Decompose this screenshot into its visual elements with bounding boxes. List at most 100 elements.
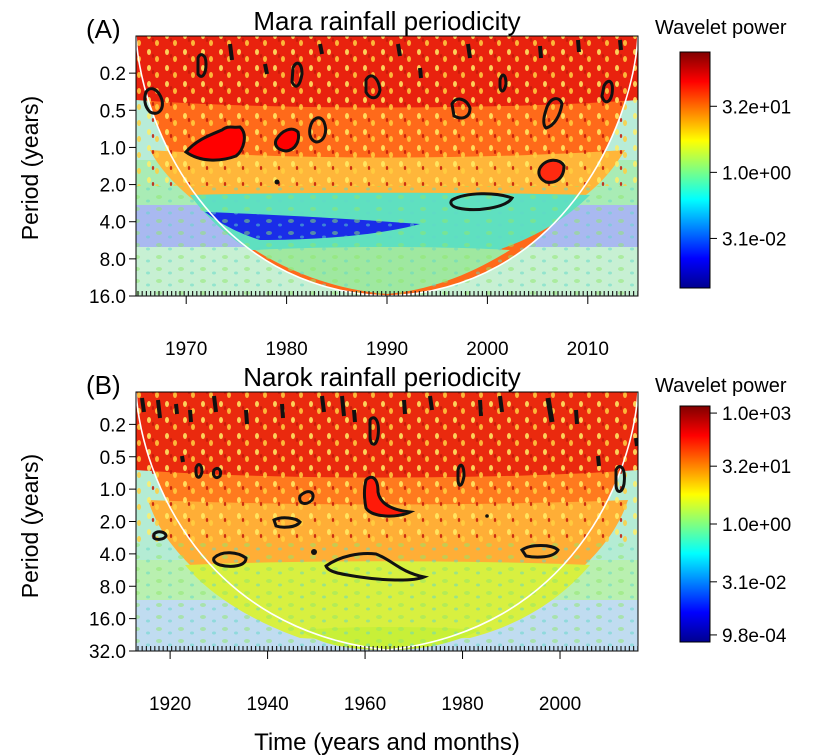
y-tick-label: 4.0: [100, 545, 126, 566]
panel-a-contour-dot: [274, 179, 280, 185]
panel-a-colorbar: [679, 51, 711, 289]
panel-a-ylabel: Period (years): [17, 96, 43, 240]
panel-a-speckle-low: [136, 186, 638, 296]
panel-a-contour: [364, 74, 382, 100]
x-tick-label: 1970: [165, 339, 207, 360]
x-tick-label: 1960: [344, 694, 386, 715]
panel-b-colorbar-title: Wavelet power: [655, 375, 787, 397]
panel-b-contour: [188, 409, 193, 423]
panel-b-ylabel: Period (years): [17, 454, 43, 598]
panel-b-contour: [545, 397, 555, 423]
panel-a-contour: [396, 43, 402, 57]
panel-a-cone-of-influence: [136, 36, 638, 296]
panel-a-contour: [466, 43, 472, 59]
y-tick-label: 32.0: [89, 642, 126, 663]
panel-b-contour: [174, 403, 179, 415]
panel-b-colorbar: [679, 405, 711, 643]
panel-b-contour: [140, 397, 146, 413]
panel-b-contour: [519, 544, 560, 559]
panel-a-contour: [143, 87, 164, 115]
y-tick-label: 2.0: [100, 513, 126, 534]
y-tick-label: 1.0: [100, 138, 126, 159]
panel-a-y-axis: 0.2 0.5 1.0 2.0 4.0 8.0 16.0: [89, 64, 136, 308]
y-tick-label: 0.5: [100, 448, 126, 469]
panel-a-contour: [263, 63, 269, 75]
panel-a-label: (A): [86, 14, 121, 44]
y-tick-label: 0.2: [100, 415, 126, 436]
panel-a-contour: [274, 127, 300, 153]
y-tick-label: 8.0: [100, 577, 126, 598]
panel-a-contour: [418, 67, 423, 79]
panel-b-x-axis: 1920 1940 1960 1980 2000: [149, 651, 581, 715]
y-tick-label: 2.0: [100, 176, 126, 197]
colorbar-tick-label: 1.0e+00: [722, 163, 791, 184]
panel-b: (B) Narok rainfall periodicity: [17, 362, 791, 715]
colorbar-tick-label: 9.8e-04: [722, 626, 787, 647]
panel-b-contour-dot: [311, 549, 317, 555]
panel-a-plot-area: [136, 36, 638, 296]
panel-a-contour: [450, 97, 472, 120]
panel-b-contour: [498, 395, 504, 413]
panel-a-contour: [542, 97, 564, 130]
panel-b-label: (B): [86, 370, 121, 400]
panel-b-contour: [478, 399, 483, 417]
panel-b-contour-dot: [485, 514, 489, 518]
panel-b-contour: [574, 409, 579, 425]
panel-b-colorbar-ticks: 1.0e+03 3.2e+01 1.0e+00 3.1e-02 9.8e-04: [710, 404, 791, 647]
panel-b-contours: [140, 395, 638, 582]
y-tick-label: 4.0: [100, 213, 126, 234]
x-tick-label: 1980: [441, 694, 483, 715]
panel-b-contour: [402, 399, 407, 415]
panel-b-contour: [212, 466, 222, 480]
panel-b-contour: [298, 490, 315, 505]
panel-b-contour: [156, 399, 162, 419]
colorbar-tick-label: 3.2e+01: [722, 457, 791, 478]
panel-b-plot-area: [136, 392, 638, 651]
x-tick-label: 2000: [466, 339, 508, 360]
panel-b-contour: [340, 395, 346, 417]
panel-b-contour: [280, 403, 285, 419]
panel-a-contour: [196, 53, 208, 78]
panel-b-contour: [212, 551, 248, 568]
panel-b-contour: [363, 475, 416, 518]
y-tick-label: 0.5: [100, 101, 126, 122]
y-tick-label: 0.2: [100, 64, 126, 85]
panel-a-contour: [308, 116, 328, 144]
panel-b-contour: [194, 463, 204, 479]
panel-a-contour: [183, 125, 246, 162]
colorbar-tick-label: 1.0e+03: [722, 404, 791, 425]
x-tick-label: 2010: [567, 339, 609, 360]
x-tick-label: 2000: [539, 694, 581, 715]
panel-a-contour: [618, 39, 623, 51]
panel-a-contour: [538, 45, 543, 59]
panel-b-contour: [180, 455, 185, 463]
panel-a-contour: [600, 79, 614, 104]
panel-b-speckle: [136, 392, 638, 542]
panel-a-contour: [537, 158, 566, 184]
panel-b-contour: [614, 465, 626, 493]
panel-a-title: Mara rainfall periodicity: [253, 6, 520, 36]
panel-a-colorbar-ticks: 3.2e+01 1.0e+00 3.1e-02: [710, 97, 791, 250]
colorbar-tick-label: 3.2e+01: [722, 97, 791, 118]
panel-b-y-axis: 0.2 0.5 1.0 2.0 4.0 8.0 16.0 32.0: [89, 415, 136, 663]
panel-b-contour: [634, 437, 638, 447]
panel-a-contour: [318, 43, 324, 55]
panel-b-contour: [272, 516, 302, 529]
x-tick-label: 1980: [265, 339, 307, 360]
panel-b-contour: [352, 409, 357, 423]
panel-a-contour: [228, 43, 234, 61]
panel-a-contour: [498, 73, 508, 93]
colorbar-tick-label: 1.0e+00: [722, 515, 791, 536]
panel-a-contour: [449, 192, 515, 212]
y-tick-label: 16.0: [89, 610, 126, 631]
x-tick-label: 1940: [246, 694, 288, 715]
x-tick-label: 1920: [149, 694, 191, 715]
common-x-axis-label: Time (years and months): [254, 729, 520, 755]
panel-b-contour: [320, 395, 326, 413]
panel-a-x-axis: 1970 1980 1990 2000 2010: [165, 296, 609, 360]
panel-a-minor-ticks: [137, 291, 639, 296]
panel-b-contour: [152, 530, 168, 541]
panel-b-contour: [324, 552, 430, 582]
panel-b-contour: [596, 455, 601, 467]
panel-b-cone-of-influence: [136, 392, 638, 651]
